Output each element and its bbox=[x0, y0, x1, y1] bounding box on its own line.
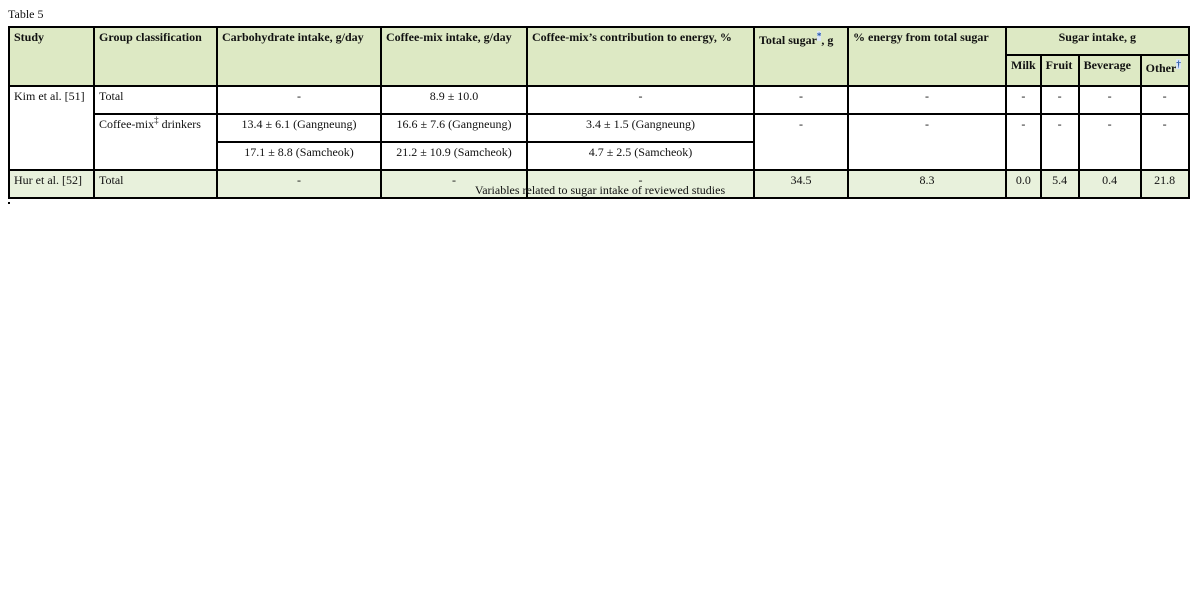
table-caption: Variables related to sugar intake of rev… bbox=[474, 183, 726, 197]
total-sugar-cell: - bbox=[753, 85, 849, 115]
group-suffix: drinkers bbox=[158, 117, 201, 131]
fruit-cell: - bbox=[1039, 85, 1080, 115]
coffee-intake-cell: - bbox=[380, 169, 528, 199]
header-sugar-intake: Sugar intake, g bbox=[1005, 26, 1190, 56]
footnote-link-asterisk[interactable]: * bbox=[816, 31, 822, 41]
group-cell: Total bbox=[93, 169, 218, 199]
fruit-cell: 5.4 bbox=[1039, 169, 1080, 199]
total-sugar-cell: 34.5 bbox=[753, 169, 849, 199]
header-fruit: Fruit bbox=[1039, 54, 1080, 87]
group-cell: Total bbox=[93, 85, 218, 115]
group-cell: Coffee-mix‡ drinkers bbox=[93, 113, 218, 171]
header-study: Study bbox=[8, 26, 95, 87]
milk-cell: - bbox=[1005, 113, 1042, 171]
header-milk: Milk bbox=[1005, 54, 1042, 87]
beverage-cell: 0.4 bbox=[1077, 169, 1142, 199]
table-row: Coffee-mix‡ drinkers 13.4 ± 6.1 (Gangneu… bbox=[9, 113, 1190, 171]
study-cell: Kim et al. [51] bbox=[8, 85, 95, 171]
total-sugar-unit: , g bbox=[821, 33, 834, 47]
table-row: Hur et al. [52] Total - - - 34.5 8.3 0.0… bbox=[8, 169, 1190, 199]
stray-dot bbox=[8, 202, 10, 204]
carb-cell: 13.4 ± 6.1 (Gangneung) bbox=[216, 113, 382, 143]
table-row: 17.1 ± 8.8 (Samcheok) 21.2 ± 10.9 (Samch… bbox=[9, 141, 1189, 171]
coffee-energy-cell: 4.7 ± 2.5 (Samcheok) bbox=[526, 141, 755, 171]
header-beverage: Beverage bbox=[1077, 54, 1142, 87]
header-row: Study Group classification Carbohydrate … bbox=[8, 26, 1190, 87]
pct-energy-cell: 8.3 bbox=[847, 169, 1007, 199]
subheader-row: Milk Fruit Beverage Other† bbox=[9, 54, 1190, 87]
coffee-intake-cell: 21.2 ± 10.9 (Samcheok) bbox=[380, 141, 528, 171]
fruit-cell: - bbox=[1039, 113, 1080, 171]
other-cell: 21.8 bbox=[1139, 169, 1190, 199]
total-sugar-cell: - bbox=[753, 113, 849, 171]
other-cell: - bbox=[1139, 113, 1190, 171]
header-coffee-intake: Coffee-mix intake, g/day bbox=[380, 26, 528, 87]
table-label: Table 5 bbox=[8, 7, 44, 21]
carb-cell: - bbox=[216, 85, 382, 115]
sugar-intake-table: Study Group classification Carbohydrate … bbox=[8, 26, 1190, 199]
coffee-energy-cell: - bbox=[526, 169, 755, 199]
footnote-link-dagger[interactable]: † bbox=[1176, 59, 1181, 69]
footnote-link-double-dagger[interactable]: ‡ bbox=[154, 115, 159, 125]
header-carb: Carbohydrate intake, g/day bbox=[216, 26, 382, 87]
other-label: Other bbox=[1145, 61, 1177, 75]
group-label: Coffee-mix bbox=[99, 117, 155, 131]
header-group: Group classification bbox=[93, 26, 218, 87]
milk-cell: 0.0 bbox=[1005, 169, 1042, 199]
milk-cell: - bbox=[1005, 85, 1042, 115]
header-other: Other† bbox=[1139, 54, 1190, 87]
pct-energy-cell: - bbox=[847, 85, 1007, 115]
beverage-cell: - bbox=[1077, 85, 1142, 115]
carb-cell: 17.1 ± 8.8 (Samcheok) bbox=[216, 141, 382, 171]
carb-cell: - bbox=[216, 169, 382, 199]
coffee-energy-cell: - bbox=[526, 85, 755, 115]
other-cell: - bbox=[1139, 85, 1190, 115]
beverage-cell: - bbox=[1077, 113, 1142, 171]
study-cell: Hur et al. [52] bbox=[8, 169, 95, 199]
header-pct-energy: % energy from total sugar bbox=[847, 26, 1007, 87]
header-coffee-energy: Coffee-mix’s contribution to energy, % bbox=[526, 26, 755, 87]
coffee-intake-cell: 16.6 ± 7.6 (Gangneung) bbox=[380, 113, 528, 143]
coffee-energy-cell: 3.4 ± 1.5 (Gangneung) bbox=[526, 113, 755, 143]
header-total-sugar: Total sugar*, g bbox=[753, 26, 849, 87]
pct-energy-cell: - bbox=[847, 113, 1007, 171]
total-sugar-label: Total sugar bbox=[759, 33, 817, 47]
table-row: Kim et al. [51] Total - 8.9 ± 10.0 - - -… bbox=[8, 85, 1190, 171]
coffee-intake-cell: 8.9 ± 10.0 bbox=[380, 85, 528, 115]
